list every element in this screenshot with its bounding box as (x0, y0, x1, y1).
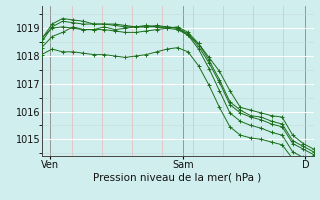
X-axis label: Pression niveau de la mer( hPa ): Pression niveau de la mer( hPa ) (93, 173, 262, 183)
